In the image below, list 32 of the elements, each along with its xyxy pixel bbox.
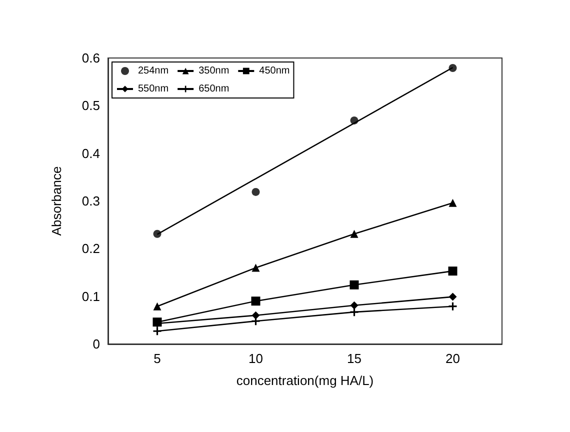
point [153, 327, 162, 336]
point [350, 301, 358, 310]
x-tick-label: 20 [446, 351, 460, 366]
point [153, 302, 162, 310]
x-tick-label: 10 [248, 351, 263, 366]
point [448, 292, 457, 301]
point [448, 266, 458, 276]
point [251, 296, 260, 306]
legend-label: 650nm [198, 84, 230, 94]
x-tick-label: 5 [154, 351, 161, 366]
y-tick-label: 0.3 [82, 194, 100, 208]
y-axis-title: Absorbance [49, 166, 64, 236]
point [252, 317, 260, 326]
legend-label: 254nm [138, 66, 169, 76]
point [252, 188, 260, 196]
legend-label: 350nm [198, 66, 230, 76]
point [350, 280, 359, 290]
x-tick-label: 15 [347, 351, 362, 366]
y-tick-label: 0.6 [82, 50, 100, 66]
point [252, 264, 260, 272]
x-axis-title: concentration(mg HA/L) [236, 373, 374, 388]
y-tick-label: 0.2 [82, 241, 100, 256]
point [350, 230, 358, 238]
point [350, 308, 358, 316]
y-tick-label: 0 [92, 336, 100, 352]
y-tick-label: 0.1 [82, 288, 100, 304]
legend-label: 450nm [259, 66, 290, 76]
y-tick-label: 0.5 [82, 98, 100, 114]
legend-label: 550nm [138, 84, 169, 94]
point [448, 302, 457, 310]
point [448, 198, 457, 207]
y-tick-label: 0.4 [82, 146, 100, 161]
